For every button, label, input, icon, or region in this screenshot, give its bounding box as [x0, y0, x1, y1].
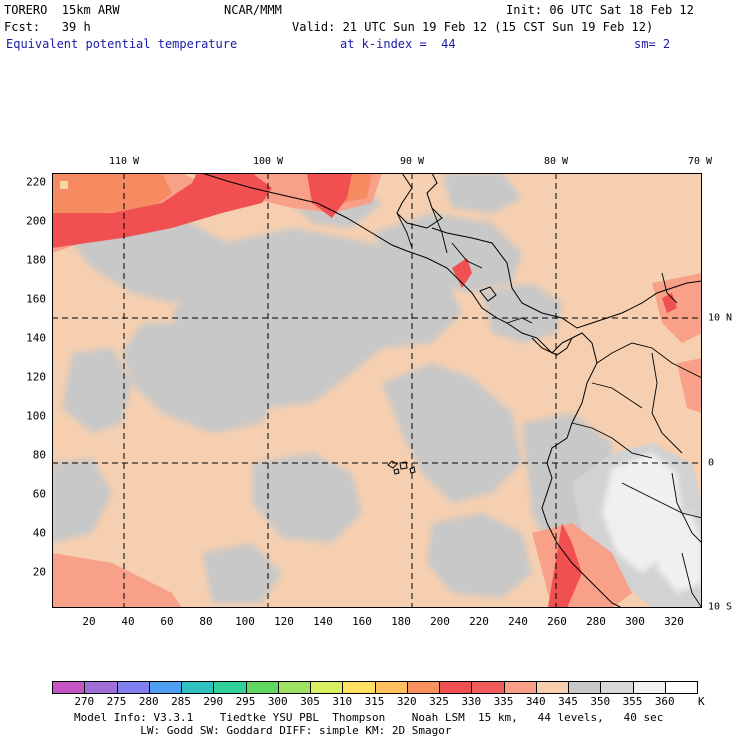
x-tick: 220: [469, 615, 489, 628]
x-tick: 180: [391, 615, 411, 628]
forecast-hour: Fcst: 39 h: [4, 20, 91, 34]
x-tick: 260: [547, 615, 567, 628]
lon-label-80w: 80 W: [543, 156, 569, 167]
colorbar-label: 290: [203, 695, 224, 708]
colorbar-swatch: [310, 681, 344, 694]
colorbar-swatch: [181, 681, 215, 694]
valid-time: Valid: 21 UTC Sun 19 Feb 12 (15 CST Sun …: [292, 20, 654, 34]
colorbar-label: 345: [558, 695, 578, 708]
colorbar-swatch: [568, 681, 602, 694]
model-title: TORERO 15km ARW: [4, 3, 120, 17]
colorbar-swatch: [664, 681, 698, 694]
x-tick: 40: [121, 615, 135, 628]
x-tick: 80: [199, 615, 213, 628]
x-tick: 300: [625, 615, 645, 628]
lon-label-110w: 110 W: [108, 156, 140, 167]
x-tick: 320: [664, 615, 684, 628]
init-time: Init: 06 UTC Sat 18 Feb 12: [506, 3, 694, 17]
colorbar-swatch: [84, 681, 118, 694]
colorbar-label: 305: [300, 695, 320, 708]
colorbar-label: 315: [364, 695, 385, 708]
colorbar-label: 340: [525, 695, 546, 708]
physics-info: LW: Godd SW: Goddard DIFF: simple KM: 2D…: [74, 724, 452, 737]
colorbar-label: 330: [461, 695, 482, 708]
colorbar-label: 295: [235, 695, 256, 708]
field-hotspot: [60, 181, 68, 189]
x-tick: 280: [586, 615, 606, 628]
colorbar-label: 270: [74, 695, 95, 708]
colorbar-swatch: [245, 681, 279, 694]
x-tick: 60: [160, 615, 174, 628]
colorbar-swatch: [439, 681, 473, 694]
x-tick: 200: [430, 615, 450, 628]
y-tick: 100: [26, 409, 46, 423]
colorbar-label: 350: [590, 695, 611, 708]
colorbar-label: 280: [138, 695, 159, 708]
y-tick: 80: [32, 448, 46, 462]
x-tick: 160: [352, 615, 372, 628]
lat-label-10s: 10 S: [708, 601, 733, 613]
colorbar-swatch: [277, 681, 311, 694]
colorbar-swatch: [406, 681, 440, 694]
colorbar-swatch: [600, 681, 634, 694]
colorbar-swatch: [374, 681, 408, 694]
x-tick: 140: [313, 615, 333, 628]
country-borders: [396, 207, 702, 608]
colorbar-swatch: [116, 681, 150, 694]
y-tick: 180: [26, 253, 46, 267]
lat-label-0: 0: [708, 457, 715, 469]
colorbar-swatch: [535, 681, 569, 694]
colorbar-swatch: [503, 681, 537, 694]
model-info: Model Info: V3.3.1 Tiedtke YSU PBL Thomp…: [74, 711, 664, 724]
smoothing-label: sm= 2: [634, 37, 671, 51]
y-tick: 40: [32, 526, 46, 540]
level-label: at k-index = 44: [340, 37, 456, 51]
colorbar-label: 355: [622, 695, 643, 708]
lon-label-100w: 100 W: [252, 156, 284, 167]
colorbar-label: 275: [106, 695, 127, 708]
colorbar-label: 360: [654, 695, 675, 708]
theta-e-map: [52, 173, 702, 608]
y-tick: 200: [26, 214, 46, 228]
map-frame: [52, 173, 702, 608]
y-tick: 160: [26, 292, 46, 306]
colorbar-label: 325: [429, 695, 449, 708]
lat-label-10n: 10 N: [708, 312, 733, 324]
lon-label-70w: 70 W: [687, 156, 713, 167]
x-tick: 100: [235, 615, 255, 628]
colorbar-swatch: [342, 681, 376, 694]
colorbar-label: 310: [332, 695, 353, 708]
colorbar-label: 335: [493, 695, 514, 708]
lon-label-90w: 90 W: [399, 156, 425, 167]
colorbar-unit: K: [698, 695, 705, 708]
x-tick: 240: [508, 615, 528, 628]
x-tick: 20: [82, 615, 96, 628]
colorbar-label: 285: [171, 695, 191, 708]
x-tick: 120: [274, 615, 294, 628]
graticule: [52, 173, 702, 608]
org-label: NCAR/MMM: [224, 3, 282, 17]
y-tick: 140: [26, 331, 46, 345]
y-tick: 20: [32, 565, 46, 579]
colorbar-swatch: [471, 681, 505, 694]
field-name: Equivalent potential temperature: [6, 37, 238, 51]
colorbar-swatch: [52, 681, 86, 694]
colorbar-label: 300: [267, 695, 288, 708]
y-tick: 60: [32, 487, 46, 501]
colorbar-swatch: [632, 681, 666, 694]
y-tick: 220: [26, 175, 46, 189]
y-tick: 120: [26, 370, 46, 384]
colorbar-swatch: [213, 681, 247, 694]
colorbar-swatch: [148, 681, 182, 694]
colorbar-label: 320: [396, 695, 417, 708]
